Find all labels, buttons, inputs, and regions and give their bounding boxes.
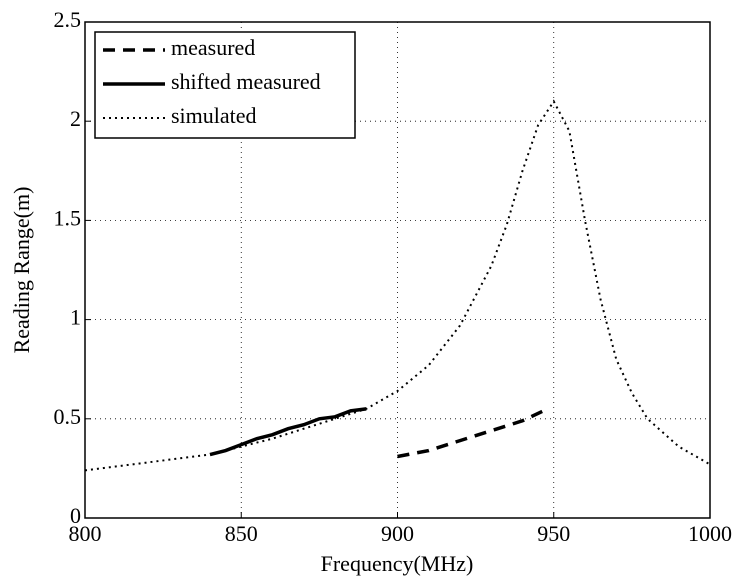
x-axis-label: Frequency(MHz): [321, 551, 474, 576]
legend-label: shifted measured: [171, 69, 321, 94]
y-tick-label: 0.5: [54, 404, 82, 429]
plot-frame: [84, 21, 711, 519]
x-tick-label: 800: [69, 521, 102, 546]
x-tick-label: 850: [225, 521, 258, 546]
series-line: [397, 407, 549, 459]
y-tick-label: 1.5: [54, 205, 82, 230]
y-tick-label: 2.5: [54, 7, 82, 32]
y-tick-label: 0: [70, 503, 81, 528]
y-tick-label: 1: [70, 305, 81, 330]
series-line: [84, 99, 711, 472]
series-line: [209, 407, 367, 457]
legend-label: measured: [171, 35, 255, 60]
y-axis-label: Reading Range(m): [9, 187, 34, 354]
x-tick-label: 1000: [688, 521, 732, 546]
legend-label: simulated: [171, 103, 257, 128]
x-tick-label: 950: [537, 521, 570, 546]
y-tick-label: 2: [70, 106, 81, 131]
x-tick-label: 900: [381, 521, 414, 546]
